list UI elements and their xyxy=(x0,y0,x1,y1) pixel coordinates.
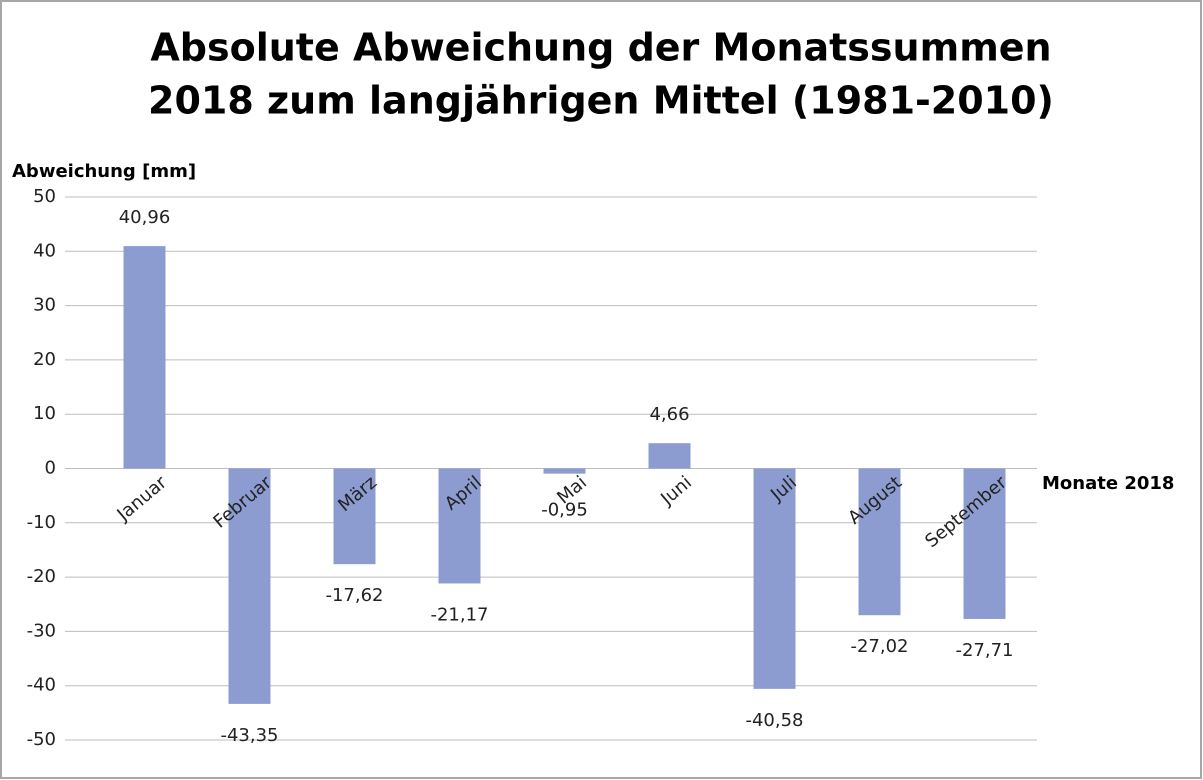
y-tick-label: 50 xyxy=(33,186,56,207)
value-label: -40,58 xyxy=(745,710,803,731)
y-tick-label: 0 xyxy=(45,458,56,479)
y-tick-label: 20 xyxy=(33,349,56,370)
x-axis-label: Monate 2018 xyxy=(1042,473,1174,494)
bar xyxy=(858,468,901,616)
y-tick-label: -20 xyxy=(27,566,56,587)
value-label: -0,95 xyxy=(541,500,588,521)
y-tick-label: -40 xyxy=(27,675,56,696)
chart-title: 2018 zum langjährigen Mittel (1981-2010) xyxy=(148,79,1054,123)
bar xyxy=(123,246,166,469)
value-label: -17,62 xyxy=(325,585,383,606)
bar xyxy=(753,468,796,689)
bar xyxy=(648,443,691,469)
value-label: -27,71 xyxy=(955,640,1013,661)
bar xyxy=(963,468,1006,619)
value-label: 4,66 xyxy=(649,404,689,425)
value-label: -43,35 xyxy=(220,725,278,746)
bar xyxy=(333,468,376,565)
y-tick-label: -10 xyxy=(27,512,56,533)
bar xyxy=(228,468,271,704)
value-label: -27,02 xyxy=(850,636,908,657)
y-axis-label: Abweichung [mm] xyxy=(12,161,196,182)
value-label: -21,17 xyxy=(430,604,488,625)
bar xyxy=(438,468,481,584)
y-tick-label: 40 xyxy=(33,240,56,261)
y-tick-label: 30 xyxy=(33,295,56,316)
y-tick-label: -50 xyxy=(27,729,56,750)
y-tick-label: -30 xyxy=(27,620,56,641)
bar xyxy=(543,468,586,474)
chart-title: Absolute Abweichung der Monatssummen xyxy=(150,26,1051,70)
y-tick-label: 10 xyxy=(33,403,56,424)
value-label: 40,96 xyxy=(119,207,171,228)
